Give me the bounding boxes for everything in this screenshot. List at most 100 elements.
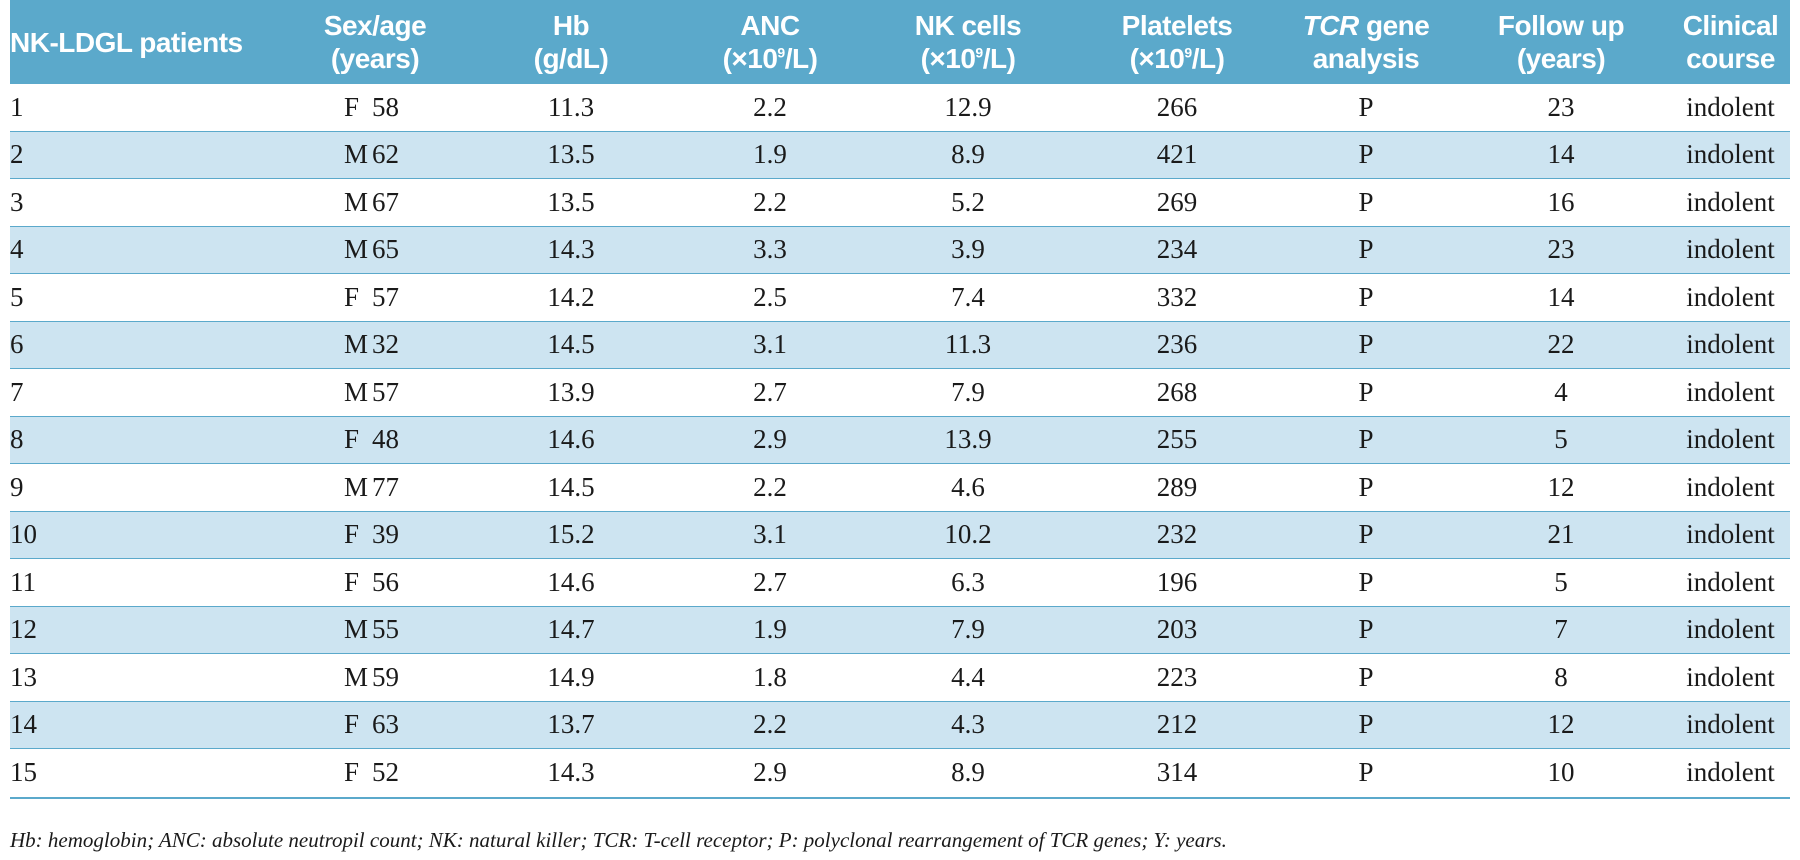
table-row: 6 M 32 14.5 3.1 11.3 236 P 22 indolent [10,321,1790,369]
cell-age: 67 [372,186,399,217]
cell-patient: 4 [10,234,24,265]
table-header: NK-LDGL patients Sex/age (years) Hb (g/d… [10,0,1790,84]
cell-anc: 3.1 [753,329,787,360]
header-follow-up: Follow up (years) [1497,10,1625,74]
header-platelets: Platelets (×109/L) [1121,10,1233,74]
cell-platelets: 421 [1156,139,1198,170]
cell-age: 59 [372,661,399,692]
cell-nk-cells: 7.9 [951,614,985,645]
cell-platelets: 234 [1156,234,1198,265]
cell-clinical-course: indolent [1686,709,1775,740]
cell-hb: 14.2 [547,281,595,312]
cell-sex-age: M 65 [285,234,465,265]
cell-platelets: 232 [1156,519,1198,550]
cell-sex: M [344,234,369,265]
cell-sex: F [344,757,360,788]
cell-patient: 6 [10,329,24,360]
cell-tcr: P [1358,709,1374,740]
cell-anc: 2.7 [753,376,787,407]
cell-anc: 3.1 [753,519,787,550]
cell-patient: 10 [10,519,37,550]
cell-follow-up: 23 [1547,91,1575,122]
cell-nk-cells: 10.2 [944,519,992,550]
cell-sex-age: F 58 [285,92,465,123]
cell-patient: 13 [10,661,37,692]
table-row: 13 M 59 14.9 1.8 4.4 223 P 8 indolent [10,654,1790,702]
cell-tcr: P [1358,186,1374,217]
cell-tcr: P [1358,614,1374,645]
cell-age: 39 [372,519,399,550]
cell-tcr: P [1358,471,1374,502]
cell-anc: 2.2 [753,471,787,502]
header-anc: ANC (×109/L) [722,10,818,74]
table-row: 14 F 63 13.7 2.2 4.3 212 P 12 indolent [10,701,1790,749]
cell-clinical-course: indolent [1686,281,1775,312]
cell-clinical-course: indolent [1686,329,1775,360]
cell-hb: 14.6 [547,566,595,597]
cell-sex-age: M 57 [285,377,465,408]
cell-anc: 1.9 [753,614,787,645]
cell-platelets: 255 [1156,424,1198,455]
patient-table: NK-LDGL patients Sex/age (years) Hb (g/d… [10,0,1790,799]
cell-patient: 15 [10,757,37,788]
cell-clinical-course: indolent [1686,471,1775,502]
cell-platelets: 236 [1156,329,1198,360]
cell-age: 77 [372,471,399,502]
table-row: 8 F 48 14.6 2.9 13.9 255 P 5 indolent [10,416,1790,464]
cell-age: 57 [372,376,399,407]
cell-anc: 1.9 [753,139,787,170]
cell-platelets: 266 [1156,91,1198,122]
cell-patient: 8 [10,424,24,455]
cell-age: 58 [372,91,399,122]
cell-clinical-course: indolent [1686,424,1775,455]
cell-nk-cells: 13.9 [944,424,992,455]
cell-clinical-course: indolent [1686,566,1775,597]
cell-sex: M [344,329,369,360]
cell-anc: 2.2 [753,91,787,122]
cell-hb: 14.3 [547,757,595,788]
cell-clinical-course: indolent [1686,139,1775,170]
cell-sex-age: M 67 [285,187,465,218]
cell-anc: 2.7 [753,566,787,597]
cell-hb: 14.9 [547,661,595,692]
cell-patient: 14 [10,709,37,740]
cell-platelets: 332 [1156,281,1198,312]
cell-patient: 7 [10,376,24,407]
cell-platelets: 289 [1156,471,1198,502]
cell-patient: 11 [10,566,36,597]
cell-follow-up: 16 [1547,186,1575,217]
cell-sex: M [344,614,369,645]
cell-sex-age: M 32 [285,329,465,360]
cell-clinical-course: indolent [1686,376,1775,407]
header-nk-cells: NK cells (×109/L) [914,10,1022,74]
cell-tcr: P [1358,329,1374,360]
cell-platelets: 269 [1156,186,1198,217]
table-row: 9 M 77 14.5 2.2 4.6 289 P 12 indolent [10,464,1790,512]
table-row: 7 M 57 13.9 2.7 7.9 268 P 4 indolent [10,369,1790,417]
cell-follow-up: 21 [1547,519,1575,550]
table-row: 3 M 67 13.5 2.2 5.2 269 P 16 indolent [10,179,1790,227]
cell-nk-cells: 7.9 [951,376,985,407]
cell-clinical-course: indolent [1686,661,1775,692]
cell-nk-cells: 12.9 [944,91,992,122]
table-body: 1 F 58 11.3 2.2 12.9 266 P 23 indolent 2 M 62 13.5 1.9… [10,84,1790,799]
header-patients: NK-LDGL patients [10,26,243,58]
cell-sex: F [344,566,360,597]
cell-sex-age: M 62 [285,139,465,170]
cell-nk-cells: 4.4 [951,661,985,692]
cell-sex-age: F 52 [285,757,465,788]
cell-sex-age: M 77 [285,472,465,503]
cell-platelets: 212 [1156,709,1198,740]
header-tcr-analysis: TCR gene analysis [1302,10,1430,74]
cell-follow-up: 5 [1554,424,1568,455]
cell-age: 55 [372,614,399,645]
cell-patient: 1 [10,91,24,122]
cell-hb: 15.2 [547,519,595,550]
cell-hb: 14.3 [547,234,595,265]
cell-anc: 3.3 [753,234,787,265]
table-row: 10 F 39 15.2 3.1 10.2 232 P 21 indolent [10,511,1790,559]
cell-hb: 13.9 [547,376,595,407]
table-row: 11 F 56 14.6 2.7 6.3 196 P 5 indolent [10,559,1790,607]
header-sex-age: Sex/age (years) [323,10,427,74]
cell-clinical-course: indolent [1686,186,1775,217]
